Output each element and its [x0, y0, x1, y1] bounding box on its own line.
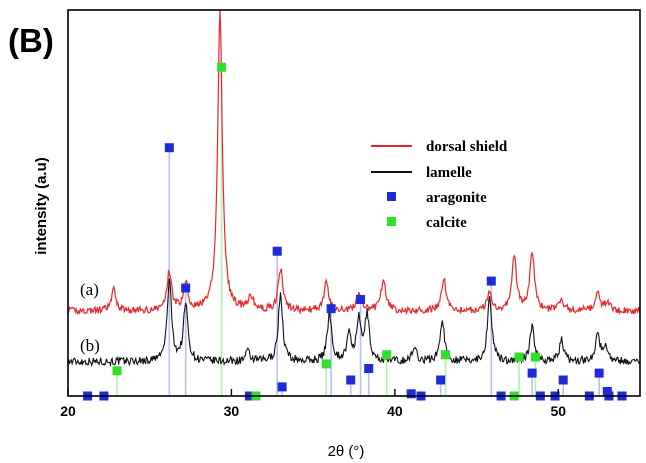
calcite-marker-7 — [514, 352, 524, 362]
trace-dorsal-shield — [67, 9, 641, 316]
aragonite-marker-11 — [594, 368, 604, 378]
legend-label-calcite: calcite — [426, 215, 467, 231]
panel-label: (B) — [8, 22, 54, 59]
legend-marker-aragonite — [387, 192, 396, 201]
legend-label-lamelle: lamelle — [426, 165, 472, 181]
legend-label-aragonite: aragonite — [426, 190, 487, 206]
calcite-marker-3 — [321, 359, 331, 369]
calcite-marker-5 — [441, 350, 451, 360]
aragonite-marker-10 — [558, 375, 568, 385]
aragonite-marker-8 — [486, 276, 496, 286]
y-axis-label: intensity (a.u) — [33, 157, 50, 255]
traces — [67, 9, 641, 368]
calcite-marker-1 — [112, 366, 122, 376]
aragonite-marker-6 — [356, 295, 366, 304]
aragonite-marker-16 — [406, 389, 416, 399]
phase-markers — [83, 62, 627, 401]
aragonite-marker-2 — [272, 246, 282, 256]
x-axis-ticks: 20 30 40 50 — [60, 389, 566, 419]
plot-frame — [67, 9, 641, 397]
x-tick-label-50: 50 — [550, 403, 566, 419]
trace-label-a: (a) — [80, 280, 99, 299]
x-axis-label: 2θ (°) — [328, 443, 365, 460]
calcite-marker-0 — [217, 62, 227, 72]
aragonite-marker-1 — [181, 283, 191, 293]
x-tick-label-30: 30 — [224, 403, 240, 419]
aragonite-marker-3 — [277, 382, 287, 392]
calcite-marker-4 — [382, 350, 392, 360]
aragonite-marker-4 — [326, 304, 336, 314]
x-tick-label-40: 40 — [387, 403, 403, 419]
aragonite-marker-9 — [527, 368, 537, 378]
aragonite-marker-0 — [164, 143, 174, 153]
legend-marker-calcite — [387, 217, 396, 226]
trace-label-b: (b) — [80, 336, 100, 355]
legend: dorsal shield lamelle aragonite calcite — [371, 139, 508, 231]
legend-label-dorsal-shield: dorsal shield — [426, 139, 508, 155]
calcite-marker-8 — [530, 352, 540, 362]
aragonite-marker-5 — [346, 375, 356, 385]
x-tick-label-20: 20 — [60, 403, 76, 419]
trace-lamelle — [67, 278, 641, 368]
aragonite-marker-7 — [364, 364, 374, 373]
aragonite-marker-18 — [436, 375, 446, 385]
